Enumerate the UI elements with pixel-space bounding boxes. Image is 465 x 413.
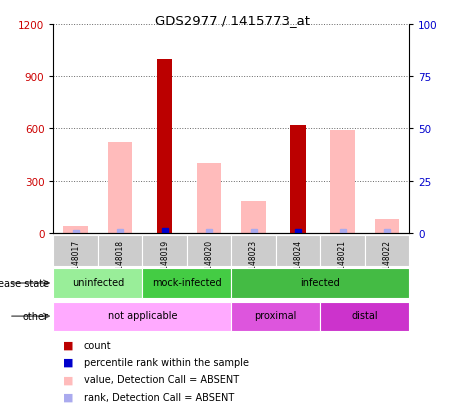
Bar [365, 235, 409, 266]
Text: GSM148024: GSM148024 [293, 239, 303, 285]
Bar [330, 131, 355, 233]
Text: ■: ■ [63, 392, 73, 402]
Bar [276, 235, 320, 266]
Text: ■: ■ [63, 357, 73, 367]
Text: GSM148018: GSM148018 [116, 239, 125, 285]
Bar [142, 269, 232, 298]
Bar [320, 235, 365, 266]
Bar [232, 302, 320, 331]
Bar [108, 143, 133, 233]
Bar [157, 59, 173, 233]
Bar [53, 235, 98, 266]
Bar [375, 219, 399, 233]
Bar [187, 235, 232, 266]
Bar [53, 269, 142, 298]
Text: infected: infected [300, 278, 340, 288]
Bar [232, 269, 409, 298]
Text: count: count [84, 340, 111, 350]
Text: GSM148023: GSM148023 [249, 239, 258, 285]
Text: GSM148022: GSM148022 [383, 239, 392, 285]
Text: disease state: disease state [0, 278, 49, 288]
Bar [64, 226, 88, 233]
Bar [232, 235, 276, 266]
Bar [53, 302, 232, 331]
Text: distal: distal [352, 311, 378, 321]
Text: other: other [23, 311, 49, 321]
Bar [290, 126, 306, 233]
Text: ■: ■ [63, 340, 73, 350]
Bar [197, 164, 221, 233]
Text: GSM148019: GSM148019 [160, 239, 169, 285]
Text: not applicable: not applicable [108, 311, 177, 321]
Bar [98, 235, 142, 266]
Text: percentile rank within the sample: percentile rank within the sample [84, 357, 249, 367]
Bar [241, 201, 266, 233]
Text: proximal: proximal [255, 311, 297, 321]
Text: value, Detection Call = ABSENT: value, Detection Call = ABSENT [84, 375, 239, 385]
Text: ■: ■ [63, 375, 73, 385]
Text: GSM148021: GSM148021 [338, 239, 347, 285]
Text: GDS2977 / 1415773_at: GDS2977 / 1415773_at [155, 14, 310, 27]
Text: rank, Detection Call = ABSENT: rank, Detection Call = ABSENT [84, 392, 234, 402]
Bar [320, 302, 409, 331]
Text: GSM148020: GSM148020 [205, 239, 213, 285]
Text: uninfected: uninfected [72, 278, 124, 288]
Bar [142, 235, 187, 266]
Text: GSM148017: GSM148017 [71, 239, 80, 285]
Text: mock-infected: mock-infected [152, 278, 222, 288]
